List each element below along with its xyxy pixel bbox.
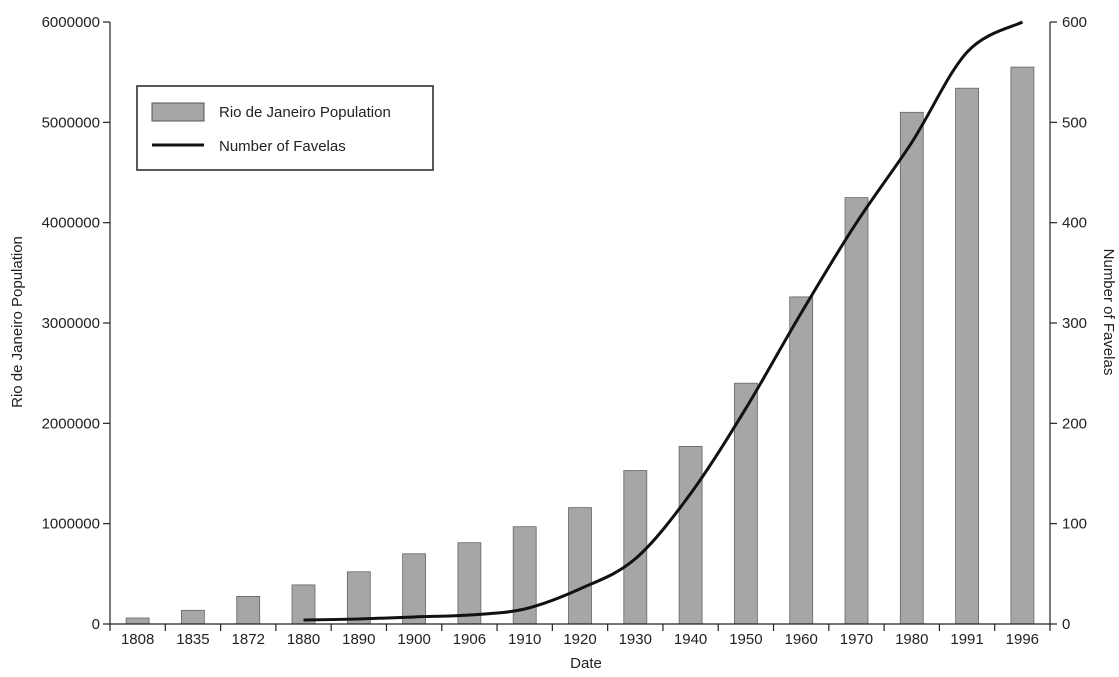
y-right-tick-label: 400 (1062, 215, 1087, 232)
x-tick-label-1835: 1835 (176, 631, 209, 648)
x-tick-label-1808: 1808 (121, 631, 154, 648)
x-tick-label-1991: 1991 (950, 631, 983, 648)
bar-1930 (623, 470, 648, 625)
x-tick-label-1910: 1910 (508, 631, 541, 648)
y-left-tick-label: 1000000 (42, 516, 100, 533)
y-right-tick-label: 300 (1062, 315, 1087, 332)
y-left-tick-label: 4000000 (42, 215, 100, 232)
x-tick-label-1996: 1996 (1006, 631, 1039, 648)
x-tick-label-1872: 1872 (232, 631, 265, 648)
x-tick-label-1980: 1980 (895, 631, 928, 648)
legend-swatch-bar (151, 102, 205, 122)
bar-1900 (402, 553, 427, 625)
legend: Rio de Janeiro Population Number of Fave… (136, 85, 434, 171)
x-tick-label-1906: 1906 (453, 631, 486, 648)
bar-1880 (291, 584, 316, 625)
series-line-favelas (303, 20, 1024, 622)
x-axis-title: Date (570, 655, 602, 672)
y-left-tick-label: 6000000 (42, 14, 100, 31)
legend-label-favelas: Number of Favelas (219, 138, 346, 155)
bar-1906 (457, 542, 482, 625)
bar-1872 (236, 596, 261, 625)
y-right-tick-label: 500 (1062, 114, 1087, 131)
y-right-tick-label: 600 (1062, 14, 1087, 31)
axes-layer: 0100000020000003000000400000050000006000… (42, 14, 1087, 648)
bar-1808 (125, 617, 150, 625)
y-right-tick-label: 100 (1062, 516, 1087, 533)
y-right-tick-label: 200 (1062, 415, 1087, 432)
x-tick-label-1930: 1930 (619, 631, 652, 648)
y-left-tick-label: 0 (92, 616, 100, 633)
x-tick-label-1880: 1880 (287, 631, 320, 648)
y-left-tick-label: 3000000 (42, 315, 100, 332)
bar-1996 (1010, 66, 1035, 625)
bar-1890 (346, 571, 371, 625)
legend-label-population: Rio de Janeiro Population (219, 104, 391, 121)
legend-box (136, 85, 434, 171)
x-tick-label-1940: 1940 (674, 631, 707, 648)
x-tick-label-1900: 1900 (397, 631, 430, 648)
x-tick-label-1970: 1970 (840, 631, 873, 648)
line-layer (303, 20, 1024, 622)
bars-layer (125, 66, 1035, 625)
y-right-tick-label: 0 (1062, 616, 1070, 633)
y-axis-left-title: Rio de Janeiro Population (9, 236, 26, 408)
x-tick-label-1950: 1950 (729, 631, 762, 648)
bar-1835 (180, 609, 205, 625)
bar-1980 (899, 111, 924, 625)
bar-1940 (678, 445, 703, 625)
y-left-tick-label: 2000000 (42, 415, 100, 432)
x-tick-label-1920: 1920 (563, 631, 596, 648)
y-left-tick-label: 5000000 (42, 114, 100, 131)
bar-1960 (789, 296, 814, 625)
x-tick-label-1960: 1960 (784, 631, 817, 648)
bar-1970 (844, 197, 869, 625)
x-tick-label-1890: 1890 (342, 631, 375, 648)
bar-1920 (568, 507, 592, 625)
bar-1991 (955, 87, 979, 625)
y-axis-right-title: Number of Favelas (1100, 249, 1117, 376)
